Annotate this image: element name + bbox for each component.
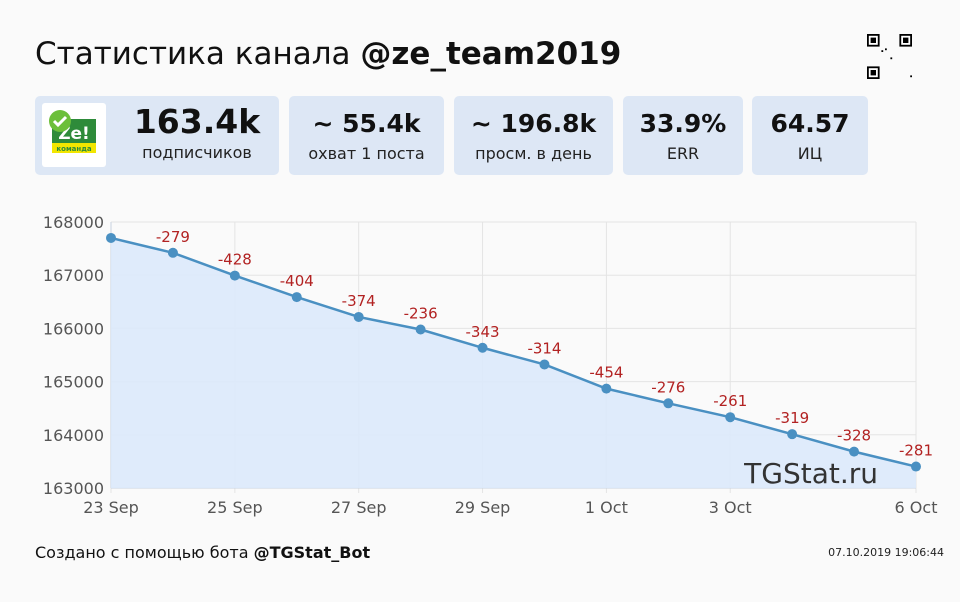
title-prefix: Статистика канала <box>35 36 351 72</box>
area-fill <box>111 237 916 488</box>
y-tick-label: 164000 <box>43 426 104 445</box>
x-tick-label: 29 Sep <box>455 498 511 517</box>
stat-value: 163.4k <box>133 102 261 141</box>
data-point <box>415 324 426 335</box>
y-tick-label: 168000 <box>43 213 104 232</box>
data-point <box>167 247 178 258</box>
data-label: -281 <box>899 442 933 460</box>
bot-link[interactable]: @TGStat_Bot <box>253 543 371 562</box>
data-label: -319 <box>775 409 809 427</box>
timestamp: 07.10.2019 19:06:44 <box>828 546 944 559</box>
data-point <box>601 383 612 394</box>
data-point <box>849 446 860 457</box>
x-tick-label: 1 Oct <box>585 498 628 517</box>
stat-card-citation-index: 64.57 ИЦ <box>752 96 868 175</box>
data-point <box>787 429 798 440</box>
stat-label: ИЦ <box>797 144 823 163</box>
data-point <box>106 232 116 243</box>
data-point <box>539 359 550 370</box>
data-point <box>353 311 364 322</box>
footer-prefix: Создано с помощью бота <box>35 543 249 562</box>
qr-code-icon <box>867 34 912 79</box>
stat-card-daily-views: ~ 196.8k просм. в день <box>454 96 613 175</box>
data-label: -276 <box>651 378 685 396</box>
series-line <box>110 236 917 468</box>
page-title: Статистика канала @ze_team2019 <box>35 36 621 72</box>
stat-value: ~ 196.8k <box>470 109 597 138</box>
x-tick-label: 6 Oct <box>895 498 938 517</box>
stat-value: ~ 55.4k <box>312 109 421 138</box>
stat-card-err: 33.9% ERR <box>623 96 743 175</box>
data-label: -236 <box>404 305 438 323</box>
x-tick-label: 23 Sep <box>83 498 139 517</box>
data-label: -428 <box>218 251 252 269</box>
data-point <box>477 342 488 353</box>
y-tick-label: 166000 <box>43 319 104 338</box>
data-label: -261 <box>713 392 747 410</box>
stat-card-subscribers: Ze! команда 163.4k подписчиков <box>35 96 279 175</box>
channel-logo: Ze! команда <box>42 103 106 167</box>
stat-value: 33.9% <box>639 109 727 138</box>
y-tick-label: 163000 <box>43 479 104 498</box>
data-label: -279 <box>156 228 190 246</box>
data-label: -374 <box>342 292 376 310</box>
x-tick-label: 25 Sep <box>207 498 263 517</box>
data-label: -314 <box>527 339 561 357</box>
channel-name: @ze_team2019 <box>360 36 622 72</box>
watermark: TGStat.ru <box>743 457 878 490</box>
data-label: -404 <box>280 272 314 290</box>
x-tick-label: 27 Sep <box>331 498 387 517</box>
stat-label: подписчиков <box>142 143 252 162</box>
data-label: -328 <box>837 427 871 445</box>
subscribers-chart: 163000 164000 165000 166000 167000 168000 23 S… <box>43 213 938 517</box>
stat-label: просм. в день <box>475 144 592 163</box>
stat-label: охват 1 поста <box>308 144 425 163</box>
data-point <box>725 412 736 423</box>
y-tick-label: 167000 <box>43 266 104 285</box>
stat-card-reach: ~ 55.4k охват 1 поста <box>289 96 444 175</box>
svg-text:команда: команда <box>56 145 91 153</box>
y-tick-label: 165000 <box>43 373 104 392</box>
footer-credit: Создано с помощью бота @TGStat_Bot <box>35 543 370 562</box>
x-tick-label: 3 Oct <box>709 498 752 517</box>
data-point <box>911 461 921 472</box>
data-point <box>663 398 674 409</box>
data-point <box>229 270 240 281</box>
data-label: -454 <box>589 364 623 382</box>
data-label: -343 <box>466 323 500 341</box>
stat-label: ERR <box>666 144 700 163</box>
data-point <box>291 292 302 303</box>
stat-value: 64.57 <box>770 109 850 138</box>
